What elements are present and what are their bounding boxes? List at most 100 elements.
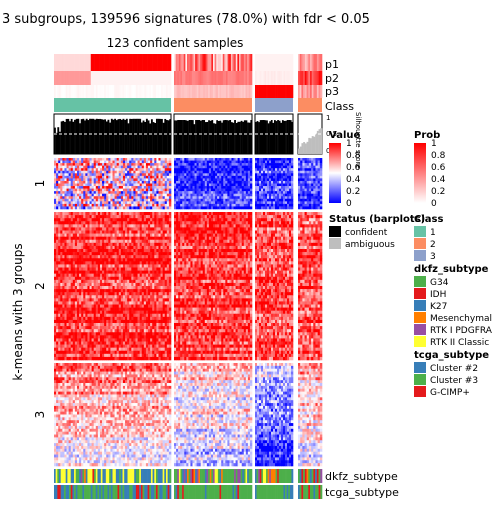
heatmap-cell (291, 163, 293, 166)
heatmap-cell (281, 181, 283, 184)
heatmap-cell (100, 206, 102, 209)
heatmap-cell (201, 161, 203, 164)
heatmap-cell (248, 204, 250, 207)
silhouette-bar (82, 119, 84, 154)
heatmap-cell (96, 277, 98, 280)
heatmap-cell (140, 215, 142, 218)
heatmap-cell (180, 206, 182, 209)
heatmap-cell (90, 178, 92, 181)
heatmap-cell (188, 161, 190, 164)
heatmap-cell (148, 163, 150, 166)
heatmap-cell (152, 227, 154, 230)
heatmap-cell (121, 237, 123, 240)
heatmap-cell (309, 206, 311, 209)
heatmap-cell (158, 215, 160, 218)
heatmap-cell (165, 240, 167, 243)
heatmap-cell (248, 166, 250, 169)
heatmap-cell (135, 181, 137, 184)
silhouette-bar (81, 119, 83, 154)
heatmap-cell (85, 184, 87, 187)
heatmap-cell (163, 249, 165, 252)
heatmap-cell (178, 199, 180, 202)
heatmap-cell (298, 196, 300, 199)
heatmap-cell (54, 199, 56, 202)
heatmap-cell (58, 166, 60, 169)
heatmap-cell (113, 261, 115, 264)
heatmap-cell (165, 184, 167, 187)
heatmap-cell (117, 295, 119, 298)
heatmap-cell (248, 199, 250, 202)
heatmap-cell (113, 194, 115, 197)
heatmap-cell (108, 308, 110, 311)
heatmap-cell (271, 201, 273, 204)
heatmap-cell (142, 234, 144, 237)
heatmap-cell (135, 224, 137, 227)
heatmap-cell (163, 176, 165, 179)
heatmap-cell (150, 311, 152, 314)
heatmap-cell (140, 292, 142, 295)
heatmap-cell (320, 166, 322, 169)
heatmap-cell (257, 173, 259, 176)
heatmap-cell (238, 181, 240, 184)
heatmap-cell (87, 212, 89, 215)
heatmap-cell (156, 271, 158, 274)
heatmap-cell (152, 283, 154, 286)
heatmap-cell (75, 168, 77, 171)
heatmap-cell (125, 252, 127, 255)
heatmap-cell (142, 295, 144, 298)
heatmap-cell (131, 283, 133, 286)
heatmap-cell (315, 206, 317, 209)
heatmap-cell (223, 194, 225, 197)
heatmap-cell (121, 268, 123, 271)
heatmap-cell (133, 301, 135, 304)
heatmap-cell (54, 286, 56, 289)
heatmap-cell (96, 218, 98, 221)
heatmap-cell (140, 311, 142, 314)
heatmap-cell (110, 212, 112, 215)
silhouette-bar (113, 120, 115, 154)
heatmap-cell (110, 163, 112, 166)
heatmap-cell (161, 308, 163, 311)
heatmap-cell (313, 161, 315, 164)
heatmap-cell (146, 286, 148, 289)
heatmap-cell (113, 161, 115, 164)
heatmap-cell (73, 271, 75, 274)
heatmap-cell (113, 298, 115, 301)
heatmap-cell (87, 295, 89, 298)
heatmap-cell (199, 161, 201, 164)
heatmap-cell (73, 166, 75, 169)
heatmap-cell (148, 308, 150, 311)
heatmap-cell (163, 168, 165, 171)
heatmap-cell (186, 204, 188, 207)
heatmap-cell (83, 237, 85, 240)
heatmap-cell (318, 163, 320, 166)
heatmap-cell (269, 166, 271, 169)
heatmap-cell (146, 168, 148, 171)
heatmap-cell (146, 178, 148, 181)
heatmap-cell (223, 189, 225, 192)
heatmap-cell (117, 311, 119, 314)
heatmap-cell (209, 168, 211, 171)
heatmap-cell (246, 184, 248, 187)
heatmap-cell (234, 161, 236, 164)
heatmap-cell (302, 178, 304, 181)
prob-cell (169, 85, 171, 98)
heatmap-cell (115, 301, 117, 304)
heatmap-cell (133, 252, 135, 255)
silhouette-bar (174, 120, 176, 154)
heatmap-cell (156, 280, 158, 283)
heatmap-cell (167, 249, 169, 252)
heatmap-cell (180, 196, 182, 199)
heatmap-cell (152, 215, 154, 218)
heatmap-cell (58, 286, 60, 289)
heatmap-cell (195, 178, 197, 181)
heatmap-cell (255, 201, 257, 204)
heatmap-cell (311, 199, 313, 202)
heatmap-cell (96, 215, 98, 218)
heatmap-cell (285, 206, 287, 209)
heatmap-cell (131, 289, 133, 292)
heatmap-cell (115, 311, 117, 314)
heatmap-cell (311, 201, 313, 204)
heatmap-cell (77, 261, 79, 264)
heatmap-cell (167, 194, 169, 197)
